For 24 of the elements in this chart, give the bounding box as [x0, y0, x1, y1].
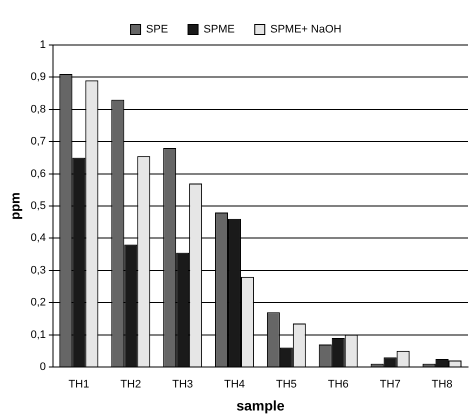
x-tick-label: TH6	[328, 378, 349, 391]
x-tick-label: TH2	[120, 378, 142, 391]
y-tick-label: 0,7	[30, 136, 46, 148]
x-tick-label: TH5	[276, 378, 297, 391]
legend-label: SPE	[146, 24, 168, 36]
y-axis-title: ppm	[7, 192, 22, 220]
y-tick-label: 0	[40, 361, 46, 374]
y-tick-label: 0,8	[30, 103, 46, 116]
x-tick-label: TH1	[68, 378, 90, 391]
x-tick-label: TH3	[172, 378, 194, 391]
y-tick-label: 0,9	[30, 71, 46, 84]
x-tick-label: TH4	[224, 378, 245, 391]
x-tick-label: TH7	[380, 378, 401, 391]
y-tick-label: 0,2	[30, 296, 46, 309]
y-tick-label: 0,4	[30, 232, 46, 244]
x-axis-title: sample	[236, 397, 285, 414]
y-tick-label: 0,1	[30, 328, 46, 341]
y-tick-label: 0,3	[30, 264, 46, 276]
y-tick-label: 0,5	[30, 200, 46, 212]
x-tick-label: TH8	[432, 378, 452, 391]
y-tick-label: 1	[40, 39, 46, 52]
y-tick-label: 0,6	[30, 168, 46, 180]
legend-label: SPME	[204, 24, 235, 36]
legend-label: SPME+ NaOH	[270, 24, 342, 36]
